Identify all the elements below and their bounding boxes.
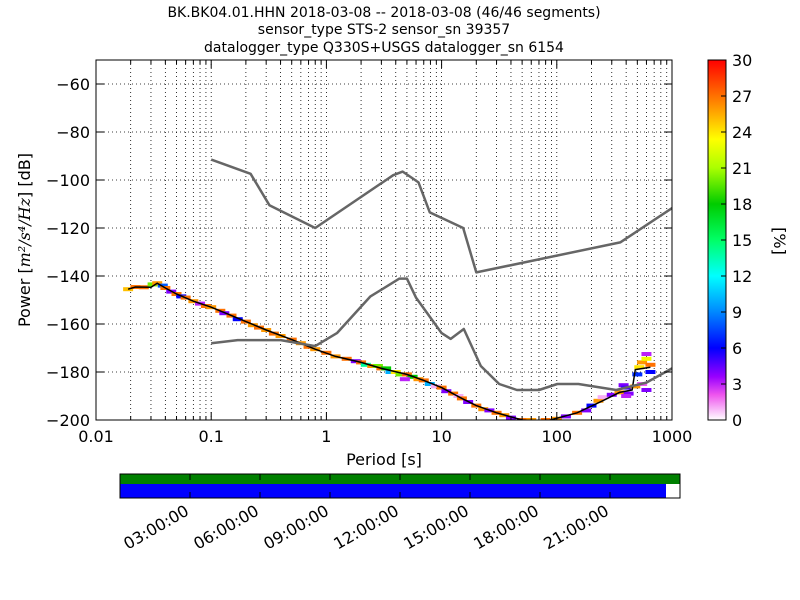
ppsd-median-layer [127, 282, 651, 420]
colorbar-tick-label: 9 [732, 303, 742, 322]
colorbar-tick-label: 15 [732, 231, 752, 250]
ppsd-cell [399, 377, 410, 382]
ppsd-cell [381, 366, 392, 371]
ppsd-cell [430, 384, 441, 389]
ppsd-cell [424, 382, 435, 386]
ppsd-cell [157, 283, 168, 288]
colorbar-tick-label: 6 [732, 339, 742, 358]
coverage-data-bar [120, 484, 666, 498]
colorbar-tick-label: 30 [732, 51, 752, 70]
y-tick-label: −60 [56, 75, 90, 94]
chart-title-line-3: datalogger_type Q330S+USGS datalogger_sn… [204, 40, 564, 56]
coverage-tick-label: 15:00:00 [400, 501, 472, 553]
ppsd-cell [634, 365, 645, 370]
ppsd-cell [232, 317, 243, 322]
x-tick-label: 10 [431, 427, 451, 446]
coverage-tick-label: 18:00:00 [470, 501, 542, 553]
ppsd-cell [478, 407, 489, 412]
ppsd-cell [581, 408, 592, 413]
coverage-tick-label: 09:00:00 [260, 501, 332, 553]
x-axis-label: Period [s] [346, 450, 422, 469]
plot-background [96, 60, 672, 420]
ppsd-cell [641, 352, 652, 356]
y-axis-label-math: m²/s⁴/Hz [15, 197, 34, 267]
x-tick-label: 0.01 [78, 427, 114, 446]
ppsd-cell [441, 389, 452, 394]
y-tick-label: −140 [46, 267, 90, 286]
ppsd-cell [637, 360, 648, 365]
colorbar: 0 3 6 9 12 15 18 21 24 27 30 [%] [707, 51, 789, 430]
colorbar-label: [%] [770, 227, 789, 255]
colorbar-ticks: 0 3 6 9 12 15 18 21 24 27 30 [721, 51, 752, 430]
y-tick-label: −120 [46, 219, 90, 238]
ppsd-cell [372, 364, 383, 368]
grid [96, 60, 672, 420]
ppsd-cell [606, 392, 617, 397]
ppsd-cell [632, 372, 643, 377]
x-tick-label: 100 [542, 427, 573, 446]
coverage-tick-label: 12:00:00 [330, 501, 402, 553]
x-tick-label: 1 [321, 427, 331, 446]
chart-title-line-2: sensor_type STS-2 sensor_sn 39357 [258, 22, 510, 38]
y-tick-label: −80 [56, 123, 90, 142]
plot-area: 0.01 0.1 1 10 100 1000 −60 −80 −100 −120 −140 −160… [46, 59, 692, 446]
y-tick-label: −180 [46, 363, 90, 382]
colorbar-tick-label: 3 [732, 375, 742, 394]
ppsd-cell [645, 362, 656, 367]
ppsd-cell [621, 394, 632, 398]
y-tick-label: −160 [46, 315, 90, 334]
coverage-bar: 03:00:0006:00:0009:00:0012:00:0015:00:00… [119, 473, 681, 553]
colorbar-tick-label: 18 [732, 195, 752, 214]
y-tick-label: −100 [46, 171, 90, 190]
colorbar-tick-label: 24 [732, 123, 752, 142]
x-tick-label: 1000 [652, 427, 693, 446]
ppsd-cell [395, 372, 406, 377]
coverage-tick-label: 03:00:00 [120, 501, 192, 553]
noise-model-high [210, 158, 672, 274]
y-axis-label-prefix: Power [ [15, 267, 34, 327]
ppsd-cell [623, 391, 634, 396]
ppsd-cell [641, 356, 652, 361]
x-tick-label: 0.1 [198, 427, 223, 446]
ppsd-cell [645, 370, 656, 374]
ppsd-cell [593, 398, 604, 403]
coverage-tick-label: 06:00:00 [190, 501, 262, 553]
colorbar-tick-label: 27 [732, 87, 752, 106]
ppsd-cell [641, 388, 652, 392]
colorbar-tick-label: 0 [732, 411, 742, 430]
chart-title-line-1: BK.BK04.01.HHN 2018-03-08 -- 2018-03-08 … [167, 5, 600, 21]
y-tick-label: −200 [46, 411, 90, 430]
ppsd-cell [597, 395, 608, 400]
y-axis-label-suffix: ] [dB] [15, 153, 34, 198]
ppsd-median-line [127, 282, 651, 420]
y-axis-label: Power [m²/s⁴/Hz] [dB] [15, 153, 34, 327]
colorbar-tick-label: 12 [732, 267, 752, 286]
coverage-tick-label: 21:00:00 [540, 501, 612, 553]
ppsd-cell [618, 383, 629, 388]
y-ticks: −60 −80 −100 −120 −140 −160 −180 −200 [46, 75, 672, 430]
noise-models [210, 158, 672, 392]
plot-frame [95, 59, 673, 421]
colorbar-tick-label: 21 [732, 159, 752, 178]
ppsd-cell [385, 370, 396, 374]
ppsd-cell [360, 362, 371, 367]
noise-model-low [211, 277, 672, 392]
x-ticks: 0.01 0.1 1 10 100 1000 [78, 60, 692, 446]
